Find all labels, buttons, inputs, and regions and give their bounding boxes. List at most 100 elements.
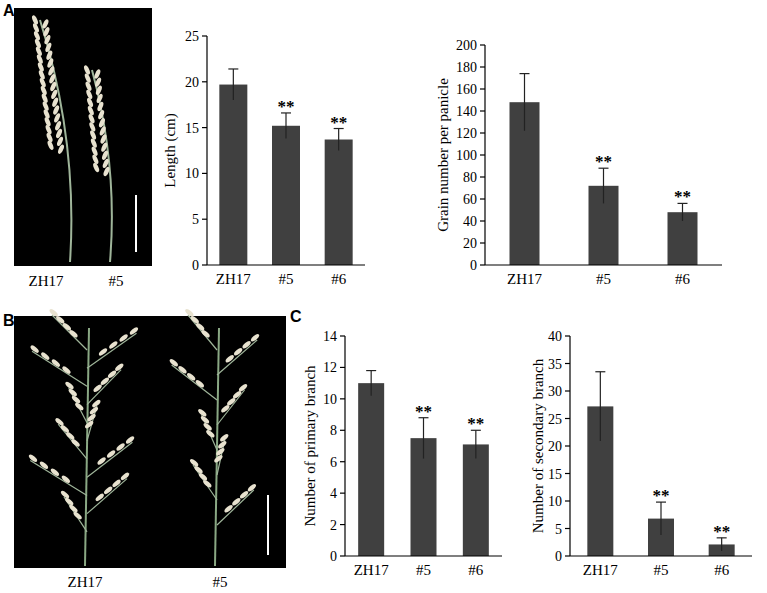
- y-tick: [480, 44, 485, 45]
- grain: [233, 347, 243, 357]
- significance-label: **: [595, 152, 612, 171]
- y-tick: [565, 500, 570, 501]
- grain: [193, 465, 203, 475]
- grain: [202, 479, 212, 489]
- grain: [106, 449, 116, 459]
- y-tick-label: 12: [323, 360, 337, 375]
- grain: [72, 511, 82, 521]
- y-tick: [202, 35, 207, 36]
- grain: [91, 399, 101, 409]
- error-bar: [281, 113, 291, 139]
- bar-chart: 0510152025ZH17#5#6****Length (cm): [162, 29, 365, 287]
- y-tick-label: 15: [548, 467, 562, 482]
- grain: [186, 372, 196, 382]
- error-line: [233, 69, 234, 100]
- y-tick-label: 60: [463, 192, 477, 207]
- branch: [217, 340, 257, 375]
- grain: [29, 344, 39, 354]
- branch: [172, 365, 217, 400]
- y-tick: [565, 445, 570, 446]
- error-bar: [471, 430, 481, 458]
- y-axis: [344, 336, 345, 556]
- significance-label: **: [467, 414, 484, 433]
- error-cap: [366, 370, 376, 371]
- scale-bar: [135, 195, 137, 252]
- grain: [120, 471, 130, 481]
- y-tick: [202, 127, 207, 128]
- error-cap: [520, 73, 530, 74]
- x-tick-label: #5: [596, 271, 611, 287]
- y-tick: [480, 242, 485, 243]
- x-tick-label: #6: [714, 562, 730, 578]
- y-tick-label: 5: [555, 522, 562, 537]
- grain: [197, 408, 207, 418]
- x-tick-label: ZH17: [354, 562, 389, 578]
- grain: [129, 326, 139, 336]
- error-bar: [656, 502, 666, 535]
- branch: [188, 315, 217, 350]
- y-tick: [480, 132, 485, 133]
- y-tick-label: 4: [330, 486, 337, 501]
- significance-label: **: [674, 187, 691, 206]
- y-tick: [202, 219, 207, 220]
- grain: [51, 358, 61, 368]
- figure: ABCZH17#5ZH17#50510152025ZH17#5#6****Len…: [0, 0, 767, 593]
- y-tick-label: 2: [330, 518, 337, 533]
- y-tick: [340, 335, 345, 336]
- grain: [107, 369, 117, 379]
- bar-chart: 020406080100120140160180200ZH17#5#6****G…: [435, 38, 722, 287]
- grain: [108, 340, 118, 350]
- grain: [57, 144, 65, 155]
- branch: [64, 497, 87, 532]
- y-tick: [202, 264, 207, 265]
- grain: [103, 485, 113, 495]
- y-axis-label: Grain number per panicle: [435, 78, 451, 232]
- grain: [118, 333, 128, 343]
- grain: [219, 433, 229, 443]
- significance-label: **: [653, 486, 670, 505]
- x-tick-label: #6: [675, 271, 691, 287]
- bar-chart: 0510152025303540ZH17#5#6****Number of se…: [530, 329, 752, 578]
- grain: [125, 435, 135, 445]
- error-line: [524, 74, 525, 131]
- significance-label: **: [415, 402, 432, 421]
- error-bar: [419, 418, 429, 459]
- x-tick-label: #6: [331, 271, 347, 287]
- photo-a: [14, 8, 152, 266]
- branch: [30, 460, 87, 495]
- bar: [358, 383, 384, 556]
- grain: [60, 490, 70, 500]
- grain: [217, 440, 227, 450]
- grain: [68, 504, 78, 514]
- grain: [61, 365, 71, 375]
- photo-background: [14, 316, 286, 568]
- grain: [92, 383, 102, 393]
- grain: [64, 497, 74, 507]
- grain: [111, 478, 121, 488]
- y-tick-label: 20: [463, 236, 477, 251]
- y-tick: [480, 110, 485, 111]
- y-tick: [480, 66, 485, 67]
- y-tick-label: 0: [470, 258, 477, 273]
- grain: [67, 388, 77, 398]
- error-line: [603, 168, 604, 203]
- error-cap: [595, 371, 605, 372]
- y-tick: [480, 198, 485, 199]
- marks: [358, 371, 489, 556]
- x-tick-label: ZH17: [583, 562, 618, 578]
- error-line: [371, 371, 372, 396]
- y-tick: [340, 430, 345, 431]
- grain: [60, 424, 70, 434]
- y-tick-label: 5: [192, 212, 199, 227]
- y-tick: [340, 493, 345, 494]
- y-tick: [340, 555, 345, 556]
- significance-label: **: [278, 97, 295, 116]
- y-tick-label: 0: [555, 549, 562, 564]
- grain: [94, 492, 104, 502]
- y-tick-label: 20: [548, 439, 562, 454]
- y-tick: [202, 173, 207, 174]
- y-tick-label: 35: [548, 357, 562, 372]
- y-axis-label: Number of primary branch: [302, 365, 318, 527]
- grain: [100, 376, 110, 386]
- grain: [65, 431, 75, 441]
